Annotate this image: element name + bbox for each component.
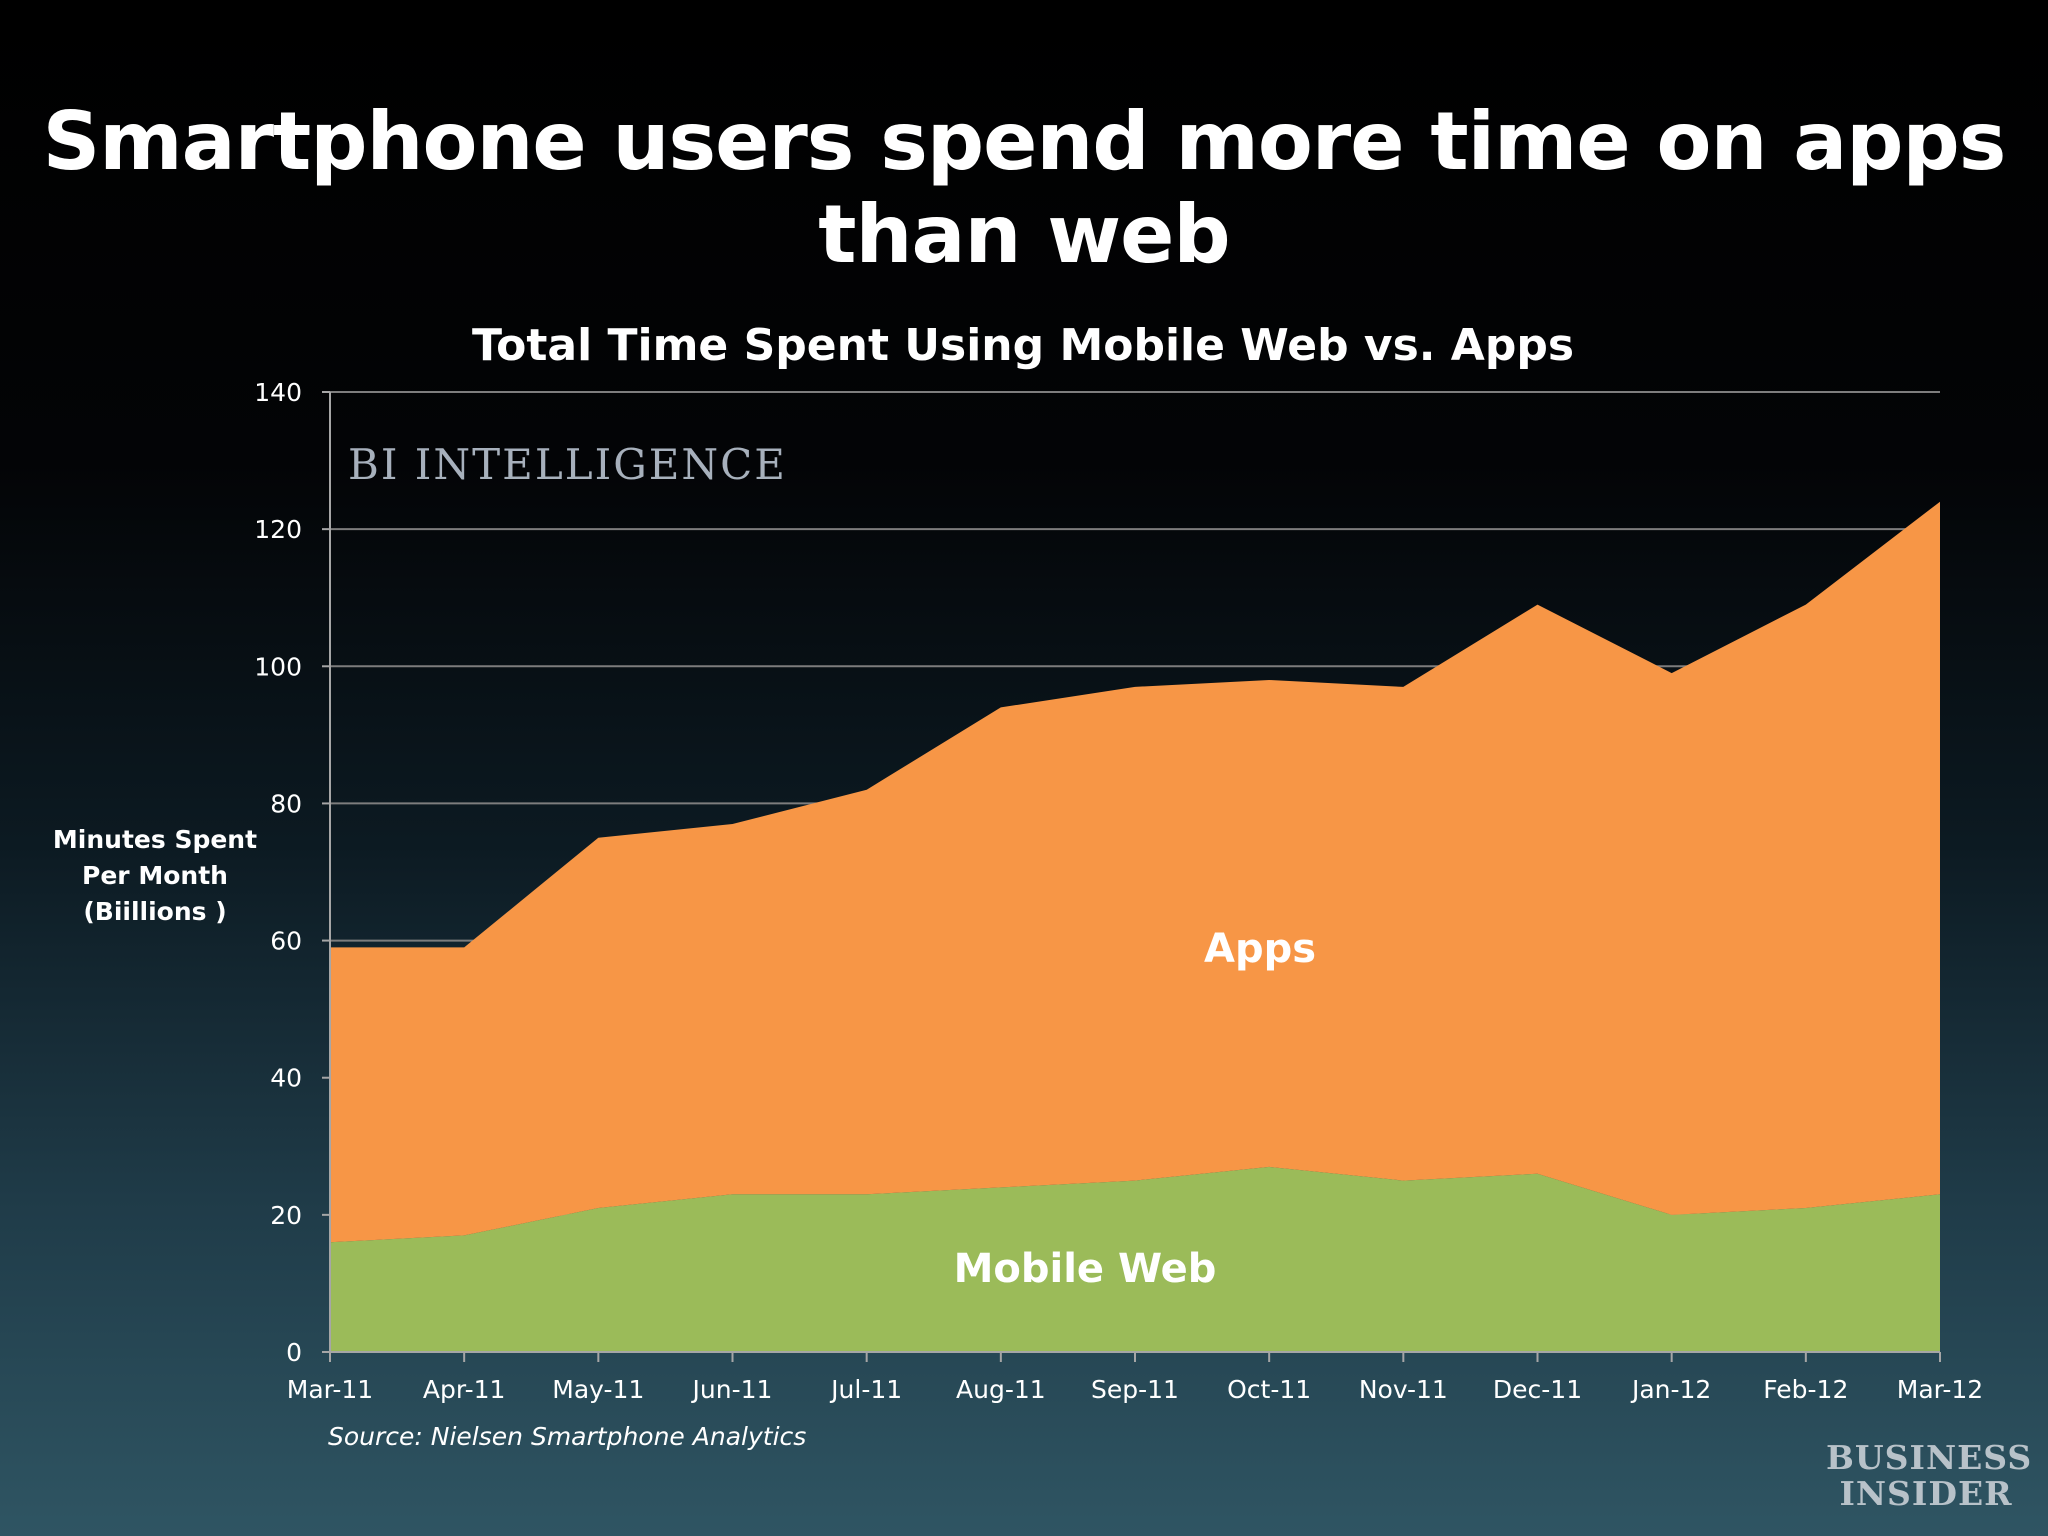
x-tick-label: Jan-12 [1630, 1375, 1711, 1404]
x-tick-label: May-11 [552, 1375, 644, 1404]
y-axis-label-line: Minutes Spent [52, 825, 258, 854]
y-tick-label: 60 [270, 927, 302, 956]
brand-line: BUSINESS [1826, 1438, 2033, 1477]
x-tick-label: Nov-11 [1359, 1375, 1448, 1404]
x-tick-label: Jun-11 [691, 1375, 773, 1404]
x-tick-label: Feb-12 [1763, 1375, 1848, 1404]
x-tick-label: Mar-11 [287, 1375, 373, 1404]
tick-labels: 0 20 40 60 80 100 120 140 Mar-11 Apr-11 May-11 Jun-… [254, 378, 1983, 1404]
brand-line: INSIDER [1839, 1474, 2013, 1513]
business-insider-logo: BUSINESS INSIDER [1826, 1438, 2033, 1513]
x-tick-label: Apr-11 [423, 1375, 505, 1404]
area-apps [330, 501, 1940, 1243]
series-label-apps: Apps [1204, 926, 1316, 972]
x-tick-label: Dec-11 [1493, 1375, 1582, 1404]
y-tick-label: 20 [270, 1201, 302, 1230]
y-axis-label-line: Per Month [82, 861, 228, 890]
y-tick-label: 140 [254, 378, 302, 407]
x-tick-label: Oct-11 [1227, 1375, 1311, 1404]
bi-intelligence-watermark: BI INTELLIGENCE [348, 440, 787, 489]
y-tick-label: 0 [286, 1338, 302, 1367]
x-tick-label: Mar-12 [1897, 1375, 1983, 1404]
y-tick-label: 100 [254, 652, 302, 681]
source-note: Source: Nielsen Smartphone Analytics [328, 1422, 807, 1451]
y-tick-label: 40 [270, 1064, 302, 1093]
chart-title: Total Time Spent Using Mobile Web vs. Ap… [472, 320, 1574, 371]
y-tick-label: 80 [270, 789, 302, 818]
series-labels: Mobile Web Apps [954, 926, 1316, 1292]
area-mobile-web [330, 1166, 1940, 1352]
x-tick-label: Aug-11 [956, 1375, 1046, 1404]
y-axis-label: Minutes Spent Per Month (Biillions ) [40, 822, 270, 930]
y-axis-label-line: (Biillions ) [83, 897, 227, 926]
y-tick-label: 120 [254, 515, 302, 544]
axes [322, 391, 1941, 1362]
slide-title: Smartphone users spend more time on apps… [42, 95, 2007, 281]
series-label-mobile-web: Mobile Web [954, 1246, 1217, 1292]
x-tick-label: Jul-11 [829, 1375, 902, 1404]
x-tick-label: Sep-11 [1091, 1375, 1179, 1404]
series-areas [330, 501, 1940, 1352]
